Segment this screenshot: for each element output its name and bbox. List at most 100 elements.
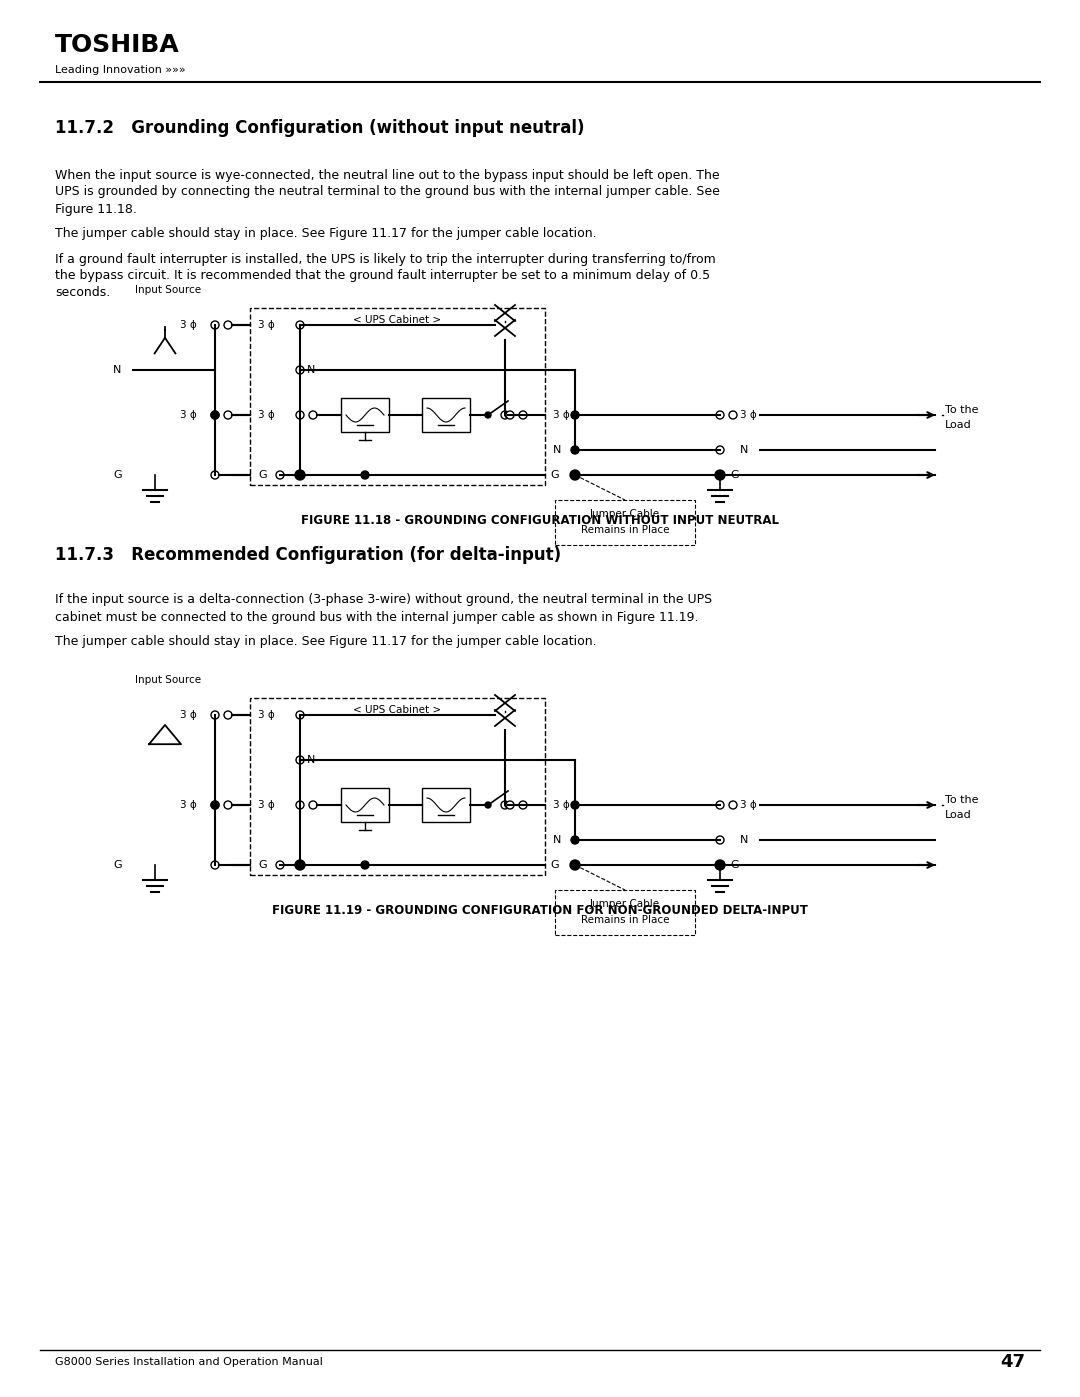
Circle shape xyxy=(361,471,369,479)
Circle shape xyxy=(716,446,724,454)
Text: The jumper cable should stay in place. See Figure 11.17 for the jumper cable loc: The jumper cable should stay in place. S… xyxy=(55,636,596,648)
Text: When the input source is wye-connected, the neutral line out to the bypass input: When the input source is wye-connected, … xyxy=(55,169,719,182)
Text: N: N xyxy=(553,835,562,845)
Text: Leading Innovation »»»: Leading Innovation »»» xyxy=(55,66,186,75)
Text: cabinet must be connected to the ground bus with the internal jumper cable as sh: cabinet must be connected to the ground … xyxy=(55,610,699,623)
Text: Input Source: Input Source xyxy=(135,675,201,685)
Text: If the input source is a delta-connection (3-phase 3-wire) without ground, the n: If the input source is a delta-connectio… xyxy=(55,594,712,606)
Text: G: G xyxy=(730,469,739,481)
Text: Figure 11.18.: Figure 11.18. xyxy=(55,203,137,215)
Text: To the: To the xyxy=(945,795,978,805)
Circle shape xyxy=(224,711,232,719)
Text: Input Source: Input Source xyxy=(135,285,201,295)
Circle shape xyxy=(309,411,318,419)
Circle shape xyxy=(519,411,527,419)
Circle shape xyxy=(507,411,514,419)
Circle shape xyxy=(485,412,491,418)
Text: G: G xyxy=(113,861,122,870)
Circle shape xyxy=(211,321,219,330)
Bar xyxy=(555,890,696,935)
Circle shape xyxy=(501,411,509,419)
Circle shape xyxy=(224,411,232,419)
Circle shape xyxy=(715,861,725,870)
Text: 11.7.3   Recommended Configuration (for delta-input): 11.7.3 Recommended Configuration (for de… xyxy=(55,546,562,564)
Circle shape xyxy=(296,321,303,330)
Bar xyxy=(422,788,470,821)
Circle shape xyxy=(570,469,580,481)
Text: 47: 47 xyxy=(1000,1354,1025,1370)
Circle shape xyxy=(224,800,232,809)
Text: 3 ϕ: 3 ϕ xyxy=(180,409,197,420)
Circle shape xyxy=(211,471,219,479)
Circle shape xyxy=(211,800,219,809)
Circle shape xyxy=(296,366,303,374)
Text: G8000 Series Installation and Operation Manual: G8000 Series Installation and Operation … xyxy=(55,1356,323,1368)
Circle shape xyxy=(501,800,509,809)
Circle shape xyxy=(295,861,305,870)
Text: TOSHIBA: TOSHIBA xyxy=(55,34,179,57)
Circle shape xyxy=(716,800,724,809)
Circle shape xyxy=(296,800,303,809)
Circle shape xyxy=(505,802,511,807)
Bar xyxy=(249,307,545,485)
Circle shape xyxy=(309,800,318,809)
Text: To the: To the xyxy=(945,405,978,415)
Text: Remains in Place: Remains in Place xyxy=(581,525,670,535)
Circle shape xyxy=(715,469,725,481)
Text: 3 ϕ: 3 ϕ xyxy=(180,710,197,719)
Text: Jumper Cable: Jumper Cable xyxy=(590,900,660,909)
Circle shape xyxy=(211,711,219,719)
Circle shape xyxy=(211,861,219,869)
Circle shape xyxy=(296,756,303,764)
Text: FIGURE 11.19 - GROUNDING CONFIGURATION FOR NON-GROUNDED DELTA-INPUT: FIGURE 11.19 - GROUNDING CONFIGURATION F… xyxy=(272,904,808,916)
Text: 3 ϕ: 3 ϕ xyxy=(553,800,570,810)
Text: the bypass circuit. It is recommended that the ground fault interrupter be set t: the bypass circuit. It is recommended th… xyxy=(55,270,711,282)
Text: FIGURE 11.18 - GROUNDING CONFIGURATION WITHOUT INPUT NEUTRAL: FIGURE 11.18 - GROUNDING CONFIGURATION W… xyxy=(301,514,779,527)
Circle shape xyxy=(571,446,579,454)
Bar xyxy=(249,698,545,875)
Circle shape xyxy=(505,412,511,418)
Text: 3 ϕ: 3 ϕ xyxy=(258,710,274,719)
Text: Load: Load xyxy=(945,420,972,430)
Text: N: N xyxy=(307,754,315,766)
Text: 3 ϕ: 3 ϕ xyxy=(258,800,274,810)
Circle shape xyxy=(729,800,737,809)
Circle shape xyxy=(571,835,579,844)
Text: If a ground fault interrupter is installed, the UPS is likely to trip the interr: If a ground fault interrupter is install… xyxy=(55,253,716,265)
Circle shape xyxy=(224,321,232,330)
Bar xyxy=(341,398,389,432)
Circle shape xyxy=(296,711,303,719)
Text: G: G xyxy=(550,469,558,481)
Text: G: G xyxy=(258,861,267,870)
Circle shape xyxy=(296,411,303,419)
Text: 3 ϕ: 3 ϕ xyxy=(740,409,757,420)
Text: N: N xyxy=(307,365,315,374)
Text: < UPS Cabinet >: < UPS Cabinet > xyxy=(353,705,441,715)
Text: < UPS Cabinet >: < UPS Cabinet > xyxy=(353,314,441,326)
Text: G: G xyxy=(258,469,267,481)
Circle shape xyxy=(571,411,579,419)
Text: Remains in Place: Remains in Place xyxy=(581,915,670,925)
Circle shape xyxy=(570,861,580,870)
Circle shape xyxy=(276,861,284,869)
Bar xyxy=(341,788,389,821)
Text: G: G xyxy=(550,861,558,870)
Text: Load: Load xyxy=(945,810,972,820)
Text: G: G xyxy=(113,469,122,481)
Circle shape xyxy=(571,800,579,809)
Circle shape xyxy=(361,861,369,869)
Circle shape xyxy=(276,471,284,479)
Circle shape xyxy=(295,469,305,481)
Bar xyxy=(422,398,470,432)
Text: seconds.: seconds. xyxy=(55,286,110,299)
Text: Jumper Cable: Jumper Cable xyxy=(590,509,660,520)
Text: 3 ϕ: 3 ϕ xyxy=(553,409,570,420)
Text: 3 ϕ: 3 ϕ xyxy=(180,320,197,330)
Circle shape xyxy=(729,411,737,419)
Text: N: N xyxy=(553,446,562,455)
Circle shape xyxy=(519,800,527,809)
Circle shape xyxy=(211,411,219,419)
Text: The jumper cable should stay in place. See Figure 11.17 for the jumper cable loc: The jumper cable should stay in place. S… xyxy=(55,228,596,240)
Text: G: G xyxy=(730,861,739,870)
Circle shape xyxy=(485,802,491,807)
